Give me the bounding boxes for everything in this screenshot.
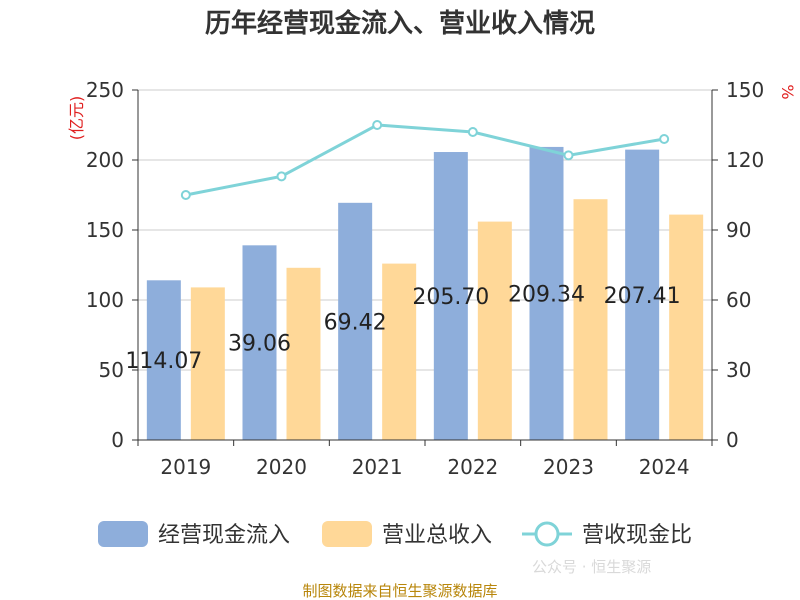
right-tick-label: 0 [726, 428, 739, 452]
right-axis-unit: % [778, 84, 797, 99]
axes: 0 50 100 150 200 250 0 30 60 90 120 150 2019 2020 2021… [86, 78, 764, 479]
x-tick-label: 2023 [543, 455, 594, 479]
legend-marker-ratio [534, 521, 560, 547]
bar-cash-inflow [433, 152, 468, 440]
x-tick-label: 2020 [256, 455, 307, 479]
legend-swatch-cash-inflow [98, 521, 148, 547]
left-tick-label: 150 [86, 218, 124, 242]
bars [146, 146, 704, 440]
right-tick-label: 90 [726, 218, 751, 242]
legend-label-revenue: 营业总收入 [382, 523, 492, 548]
ratio-point [659, 134, 670, 144]
legend: 经营现金流入 营业总收入 营收现金比 [98, 521, 692, 548]
left-tick-label: 50 [99, 358, 124, 382]
watermark: 公众号 · 恒生聚源 [532, 558, 651, 576]
x-tick-label: 2022 [447, 455, 498, 479]
ratio-point [276, 171, 287, 182]
bar-revenue [382, 263, 417, 440]
cash-inflow-data-label: 114.07 [125, 349, 202, 374]
bar-revenue [286, 267, 321, 440]
bar-revenue [190, 287, 225, 440]
x-tick-label: 2019 [160, 455, 211, 479]
ratio-point [563, 150, 574, 161]
ratio-point [180, 190, 191, 200]
data-labels: 114.07 39.06 69.42 205.70 209.34 207.41 [125, 282, 680, 374]
x-tick-label: 2021 [352, 455, 403, 479]
ratio-series-line [185, 123, 665, 197]
cash-inflow-data-label: 207.41 [604, 284, 681, 309]
left-tick-label: 0 [111, 428, 124, 452]
x-tick-label: 2024 [639, 455, 690, 479]
cash-inflow-data-label: 39.06 [228, 332, 291, 357]
ratio-line [180, 120, 670, 200]
chart-title: 历年经营现金流入、营业收入情况 [205, 8, 595, 39]
right-tick-label: 60 [726, 288, 751, 312]
left-tick-label: 200 [86, 148, 124, 172]
legend-label-cash-inflow: 经营现金流入 [158, 523, 290, 548]
cash-inflow-data-label: 205.70 [412, 285, 489, 310]
cash-inflow-data-label: 69.42 [324, 310, 387, 335]
left-tick-label: 250 [86, 78, 124, 102]
ratio-point [372, 120, 383, 130]
legend-label-ratio: 营收现金比 [582, 523, 692, 548]
cash-inflow-data-label: 209.34 [508, 282, 585, 307]
bar-cash-inflow [338, 202, 373, 440]
ratio-point [467, 127, 478, 137]
left-tick-label: 100 [86, 288, 124, 312]
legend-swatch-revenue [322, 521, 372, 547]
right-tick-label: 30 [726, 358, 751, 382]
bar-revenue [477, 221, 512, 440]
source-note: 制图数据来自恒生聚源数据库 [302, 582, 497, 600]
bar-cash-inflow [146, 280, 181, 440]
right-tick-label: 120 [726, 148, 764, 172]
bar-revenue [669, 214, 704, 440]
right-tick-label: 150 [726, 78, 764, 102]
bar-cash-inflow [625, 149, 660, 440]
bar-revenue [573, 199, 608, 440]
bar-cash-inflow [242, 245, 277, 440]
left-axis-unit: (亿元) [67, 96, 86, 141]
bar-cash-inflow [529, 146, 564, 440]
